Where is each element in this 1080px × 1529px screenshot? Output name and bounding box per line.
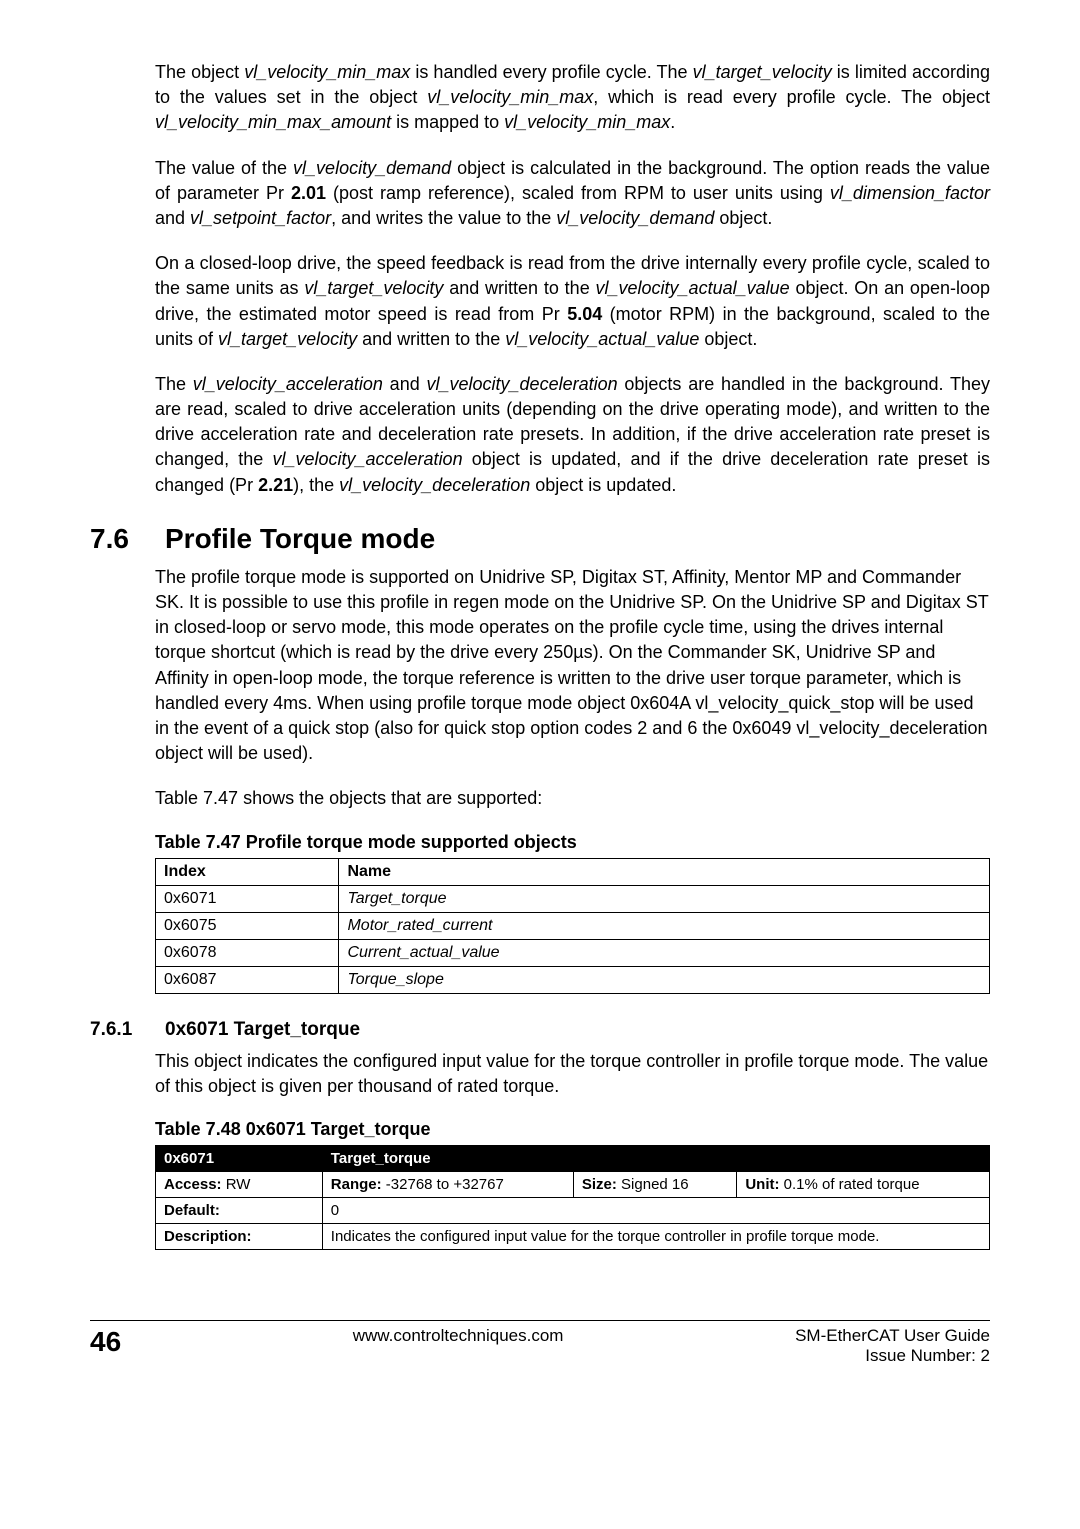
cell-description-value: Indicates the configured input value for…	[322, 1223, 989, 1249]
text: (post ramp reference), scaled from RPM t…	[326, 183, 830, 203]
var: vl_dimension_factor	[830, 183, 990, 203]
cell-name: Torque_slope	[339, 966, 990, 993]
paragraph-3: On a closed-loop drive, the speed feedba…	[155, 251, 990, 352]
text: .	[670, 112, 675, 132]
cell-description-label: Description:	[156, 1223, 323, 1249]
var: vl_target_velocity	[304, 278, 443, 298]
subsection-heading: 7.6.1 0x6071 Target_torque	[155, 1019, 990, 1041]
text: object.	[699, 329, 757, 349]
value: 0.1% of rated torque	[779, 1176, 919, 1193]
label: Description:	[164, 1228, 252, 1245]
text: object.	[714, 208, 772, 228]
var: vl_velocity_acceleration	[272, 449, 462, 469]
cell-name: Current_actual_value	[339, 939, 990, 966]
var: vl_velocity_acceleration	[193, 374, 383, 394]
var: vl_velocity_deceleration	[339, 475, 530, 495]
text: The value of the	[155, 158, 293, 178]
var: vl_velocity_actual_value	[596, 278, 790, 298]
table-47: Index Name 0x6071 Target_torque 0x6075 M…	[155, 858, 990, 994]
col-header-name: Name	[339, 858, 990, 885]
hdr-name: Target_torque	[322, 1145, 989, 1171]
cell-index: 0x6075	[156, 912, 339, 939]
text: , and writes the value to the	[331, 208, 556, 228]
footer-issue: Issue Number: 2	[795, 1346, 990, 1366]
value: -32768 to +32767	[382, 1176, 504, 1193]
table-row: 0x6075 Motor_rated_current	[156, 912, 990, 939]
hdr-index: 0x6071	[156, 1145, 323, 1171]
label: Size:	[582, 1176, 617, 1193]
col-header-index: Index	[156, 858, 339, 885]
text: ), the	[293, 475, 339, 495]
subsection-number: 7.6.1	[90, 1019, 165, 1041]
var: vl_setpoint_factor	[190, 208, 331, 228]
paragraph-5: The profile torque mode is supported on …	[155, 565, 990, 767]
paragraph-7: This object indicates the configured inp…	[155, 1049, 990, 1099]
table-48-caption: Table 7.48 0x6071 Target_torque	[155, 1119, 990, 1140]
cell-index: 0x6071	[156, 885, 339, 912]
table-row: Access: RW Range: -32768 to +32767 Size:…	[156, 1171, 990, 1197]
text: , which is read every profile cycle. The…	[593, 87, 990, 107]
var: vl_velocity_demand	[556, 208, 714, 228]
var: vl_target_velocity	[218, 329, 357, 349]
cell-index: 0x6078	[156, 939, 339, 966]
value: RW	[222, 1176, 251, 1193]
var: vl_velocity_min_max	[244, 62, 410, 82]
table-row: Default: 0	[156, 1197, 990, 1223]
table-row: 0x6087 Torque_slope	[156, 966, 990, 993]
section-number: 7.6	[90, 523, 165, 555]
paragraph-6: Table 7.47 shows the objects that are su…	[155, 786, 990, 811]
section-title: Profile Torque mode	[165, 523, 435, 555]
cell-default-value: 0	[322, 1197, 989, 1223]
cell-name: Motor_rated_current	[339, 912, 990, 939]
text: object is updated.	[530, 475, 676, 495]
label: Access:	[164, 1176, 222, 1193]
param: 2.01	[291, 183, 326, 203]
cell-index: 0x6087	[156, 966, 339, 993]
text: is mapped to	[391, 112, 504, 132]
cell-name: Target_torque	[339, 885, 990, 912]
param: 5.04	[567, 304, 602, 324]
var: vl_velocity_demand	[293, 158, 451, 178]
paragraph-2: The value of the vl_velocity_demand obje…	[155, 156, 990, 232]
footer-url: www.controltechniques.com	[353, 1326, 564, 1366]
subsection-title: 0x6071 Target_torque	[165, 1019, 360, 1041]
page-number: 46	[90, 1326, 121, 1366]
table-48: 0x6071 Target_torque Access: RW Range: -…	[155, 1145, 990, 1250]
label: Range:	[331, 1176, 382, 1193]
section-heading: 7.6 Profile Torque mode	[155, 523, 990, 555]
label: Unit:	[745, 1176, 779, 1193]
table-header-row: 0x6071 Target_torque	[156, 1145, 990, 1171]
paragraph-1: The object vl_velocity_min_max is handle…	[155, 60, 990, 136]
text: and written to the	[357, 329, 505, 349]
var: vl_velocity_actual_value	[505, 329, 699, 349]
cell-access: Access: RW	[156, 1171, 323, 1197]
text: The object	[155, 62, 244, 82]
text: and	[155, 208, 190, 228]
cell-default-label: Default:	[156, 1197, 323, 1223]
text: is handled every profile cycle. The	[410, 62, 692, 82]
label: Default:	[164, 1202, 220, 1219]
page-footer: 46 www.controltechniques.com SM-EtherCAT…	[90, 1320, 990, 1366]
param: 2.21	[258, 475, 293, 495]
text: The	[155, 374, 193, 394]
table-header-row: Index Name	[156, 858, 990, 885]
footer-guide: SM-EtherCAT User Guide	[795, 1326, 990, 1346]
table-row: 0x6071 Target_torque	[156, 885, 990, 912]
var: vl_velocity_min_max	[427, 87, 593, 107]
var: vl_velocity_min_max	[504, 112, 670, 132]
table-47-caption: Table 7.47 Profile torque mode supported…	[155, 832, 990, 853]
table-row: Description: Indicates the configured in…	[156, 1223, 990, 1249]
var: vl_velocity_min_max_amount	[155, 112, 391, 132]
text: and	[383, 374, 427, 394]
value: Signed 16	[617, 1176, 689, 1193]
table-row: 0x6078 Current_actual_value	[156, 939, 990, 966]
var: vl_velocity_deceleration	[427, 374, 618, 394]
text: and written to the	[443, 278, 595, 298]
cell-range: Range: -32768 to +32767	[322, 1171, 573, 1197]
paragraph-4: The vl_velocity_acceleration and vl_velo…	[155, 372, 990, 498]
cell-size: Size: Signed 16	[573, 1171, 736, 1197]
footer-right: SM-EtherCAT User Guide Issue Number: 2	[795, 1326, 990, 1366]
var: vl_target_velocity	[693, 62, 832, 82]
cell-unit: Unit: 0.1% of rated torque	[737, 1171, 990, 1197]
